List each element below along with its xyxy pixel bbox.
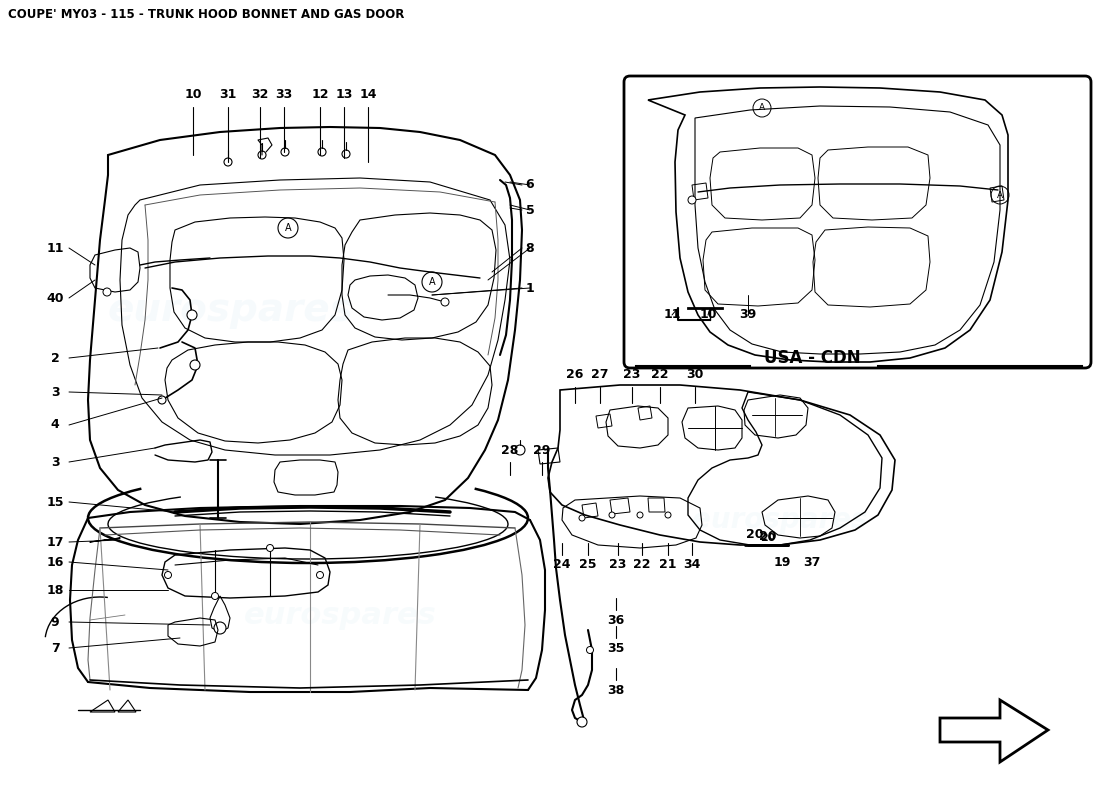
Text: 34: 34: [683, 558, 701, 571]
Text: 2: 2: [51, 351, 59, 365]
Text: 26: 26: [566, 369, 584, 382]
Circle shape: [515, 445, 525, 455]
Text: 38: 38: [607, 683, 625, 697]
Text: 15: 15: [46, 495, 64, 509]
Circle shape: [578, 717, 587, 727]
Circle shape: [211, 593, 219, 599]
Text: USA - CDN: USA - CDN: [763, 349, 860, 367]
Text: 36: 36: [607, 614, 625, 626]
Text: 13: 13: [336, 89, 353, 102]
Text: 39: 39: [739, 309, 757, 322]
Text: 4: 4: [51, 418, 59, 431]
Text: 40: 40: [46, 291, 64, 305]
Text: 8: 8: [526, 242, 535, 254]
Text: 9: 9: [51, 615, 59, 629]
Text: A: A: [429, 277, 436, 287]
Text: 19: 19: [773, 555, 791, 569]
Text: A: A: [285, 223, 292, 233]
Text: 10: 10: [700, 309, 717, 322]
Circle shape: [103, 288, 111, 296]
Circle shape: [688, 196, 696, 204]
Text: 11: 11: [663, 309, 681, 322]
Circle shape: [318, 148, 326, 156]
Circle shape: [165, 571, 172, 578]
Circle shape: [609, 512, 615, 518]
Text: 28: 28: [502, 443, 519, 457]
Text: 31: 31: [219, 89, 236, 102]
Text: 20: 20: [759, 530, 777, 543]
Text: eurospares: eurospares: [683, 206, 877, 234]
Text: 6: 6: [526, 178, 535, 191]
FancyBboxPatch shape: [624, 76, 1091, 368]
Text: 29: 29: [534, 443, 551, 457]
Text: eurospares: eurospares: [107, 291, 353, 329]
Circle shape: [158, 396, 166, 404]
Circle shape: [266, 545, 274, 551]
Text: COUPE' MY03 - 115 - TRUNK HOOD BONNET AND GAS DOOR: COUPE' MY03 - 115 - TRUNK HOOD BONNET AN…: [8, 8, 405, 21]
Text: 12: 12: [311, 89, 329, 102]
Text: 11: 11: [46, 242, 64, 254]
Text: 37: 37: [803, 555, 821, 569]
Circle shape: [342, 150, 350, 158]
Text: 5: 5: [526, 203, 535, 217]
Text: 22: 22: [634, 558, 651, 571]
Circle shape: [441, 298, 449, 306]
Text: 21: 21: [659, 558, 676, 571]
Circle shape: [280, 148, 289, 156]
Circle shape: [224, 158, 232, 166]
Text: 23: 23: [609, 558, 627, 571]
Text: 35: 35: [607, 642, 625, 654]
Text: 20: 20: [760, 533, 775, 543]
Text: 14: 14: [360, 89, 376, 102]
Text: 3: 3: [51, 455, 59, 469]
Circle shape: [187, 310, 197, 320]
Circle shape: [579, 515, 585, 521]
Text: 22: 22: [651, 369, 669, 382]
Text: 25: 25: [580, 558, 596, 571]
Text: eurospares: eurospares: [692, 506, 868, 534]
Circle shape: [666, 512, 671, 518]
Circle shape: [214, 622, 225, 634]
Text: 23: 23: [624, 369, 640, 382]
Text: 18: 18: [46, 583, 64, 597]
Text: 3: 3: [51, 386, 59, 398]
Text: 1: 1: [526, 282, 535, 294]
Circle shape: [586, 646, 594, 654]
Text: eurospares: eurospares: [243, 601, 437, 630]
Text: 27: 27: [592, 369, 608, 382]
Text: 32: 32: [251, 89, 268, 102]
Text: 10: 10: [185, 89, 201, 102]
Circle shape: [258, 151, 266, 159]
Text: 24: 24: [553, 558, 571, 571]
Text: 16: 16: [46, 555, 64, 569]
Circle shape: [190, 360, 200, 370]
Text: A: A: [759, 103, 766, 113]
Text: 33: 33: [275, 89, 293, 102]
Text: 17: 17: [46, 535, 64, 549]
Text: 30: 30: [686, 369, 704, 382]
Circle shape: [637, 512, 644, 518]
Text: A: A: [997, 190, 1003, 199]
Text: 20: 20: [746, 529, 763, 542]
Circle shape: [317, 571, 323, 578]
Text: 7: 7: [51, 642, 59, 654]
